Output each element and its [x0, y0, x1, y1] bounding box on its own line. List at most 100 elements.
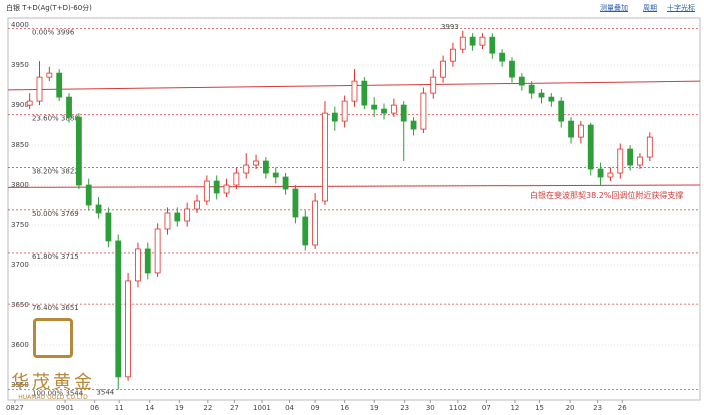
logo: 华茂黄金 HUAMAO GOLD CO.LTD: [8, 318, 98, 401]
candle-body: [56, 72, 63, 98]
x-tick-label: 16: [340, 404, 349, 412]
candle-body: [518, 76, 525, 86]
x-tick-label: 23: [400, 404, 409, 412]
candle-body: [125, 280, 131, 378]
candle-body: [135, 248, 141, 282]
candle-body: [558, 100, 565, 122]
candle-body: [489, 36, 496, 54]
candle-body: [184, 208, 191, 222]
candle-body: [154, 228, 161, 274]
x-tick-label: 12: [510, 404, 519, 412]
y-tick-label: 3650: [11, 301, 29, 309]
period-link[interactable]: 周期: [643, 4, 657, 12]
x-tick-label: 30: [426, 404, 435, 412]
candle-body: [85, 184, 92, 206]
y-tick-label: 3800: [11, 181, 29, 189]
high-label: 3993: [441, 23, 459, 31]
candle-body: [617, 148, 624, 174]
candle-body: [36, 76, 43, 102]
fib-label: 38.20% 3822: [32, 167, 79, 175]
annotation: 白银在斐波那契38.2%回调位附近获得支撑: [530, 191, 684, 200]
candle-body: [174, 212, 181, 222]
candle-body: [430, 76, 437, 94]
candle-body: [243, 164, 250, 174]
x-tick-label: 19: [175, 404, 184, 412]
x-tick-label: 04: [285, 404, 294, 412]
candle-body: [577, 124, 584, 138]
candle-body: [115, 240, 122, 378]
plot-frame: [7, 17, 701, 401]
candle-body: [400, 104, 407, 122]
candle-body: [459, 36, 466, 50]
candle-body: [213, 180, 220, 194]
candle-body: [351, 80, 358, 102]
candle-body: [75, 116, 82, 186]
y-tick-label: 3700: [11, 261, 29, 269]
candle-body: [410, 120, 417, 130]
candle-body: [371, 104, 378, 110]
y-tick-label: 3950: [11, 61, 29, 69]
candle-body: [646, 136, 653, 158]
candle-body: [499, 52, 506, 62]
x-tick-label: 23: [593, 404, 602, 412]
fib-label: 61.80% 3715: [32, 253, 79, 261]
candle-body: [292, 188, 299, 218]
candle-body: [469, 36, 476, 46]
y-tick-label: 3550: [11, 381, 29, 389]
fib-label: 0.00% 3996: [32, 28, 75, 36]
x-tick-label: 20: [566, 404, 575, 412]
x-tick-label: 22: [203, 404, 212, 412]
candle-body: [282, 176, 289, 190]
candle-body: [548, 96, 555, 102]
candle-body: [528, 84, 535, 94]
candle-body: [341, 100, 348, 122]
x-tick-label: 1102: [449, 404, 467, 412]
candle-body: [95, 204, 102, 214]
candle-body: [627, 148, 634, 166]
candle-body: [223, 184, 230, 194]
overlay-link[interactable]: 测量叠加: [600, 4, 628, 12]
low-label: 3544: [96, 389, 114, 397]
candle-body: [46, 72, 53, 78]
trend-line: [7, 184, 701, 188]
y-tick-label: 3900: [11, 101, 29, 109]
candle-body: [450, 48, 456, 62]
logo-name: 华茂黄金: [11, 372, 95, 393]
candle-body: [509, 60, 515, 78]
x-tick-label: 27: [230, 404, 239, 412]
candle-body: [587, 124, 594, 170]
y-tick-label: 3750: [11, 221, 29, 229]
candle-body: [597, 168, 604, 178]
fib-label: 23.60% 3888: [32, 115, 79, 123]
candle-body: [194, 200, 200, 210]
candle-body: [568, 120, 574, 138]
candle-body: [420, 92, 427, 130]
x-tick-label: 0827: [6, 404, 24, 412]
x-tick-label: 19: [370, 404, 379, 412]
y-tick-label: 4000: [11, 21, 29, 29]
candle-body: [302, 216, 309, 246]
candle-body: [105, 212, 112, 242]
candle-body: [479, 36, 486, 46]
x-tick-label: 0901: [56, 404, 74, 412]
candle-body: [637, 156, 643, 166]
fib-label: 76.40% 3651: [32, 304, 79, 312]
candle-body: [390, 104, 397, 114]
x-tick-label: 06: [90, 404, 99, 412]
candle-body: [322, 112, 328, 202]
candle-body: [538, 92, 545, 98]
x-tick-label: 11: [115, 404, 124, 412]
x-tick-label: 14: [145, 404, 154, 412]
fib-label: 100.00% 3544: [32, 390, 84, 398]
x-tick-label: 26: [618, 404, 627, 412]
crosshair-link[interactable]: 十字光标: [667, 4, 695, 12]
candle-body: [361, 80, 368, 106]
logo-mark: [33, 318, 73, 358]
fib-label: 50.00% 3769: [32, 210, 79, 218]
candle-body: [381, 108, 387, 114]
candle-body: [26, 100, 33, 106]
x-tick-label: 07: [482, 404, 491, 412]
logo-subtitle: HUAMAO GOLD CO.LTD: [18, 394, 88, 401]
